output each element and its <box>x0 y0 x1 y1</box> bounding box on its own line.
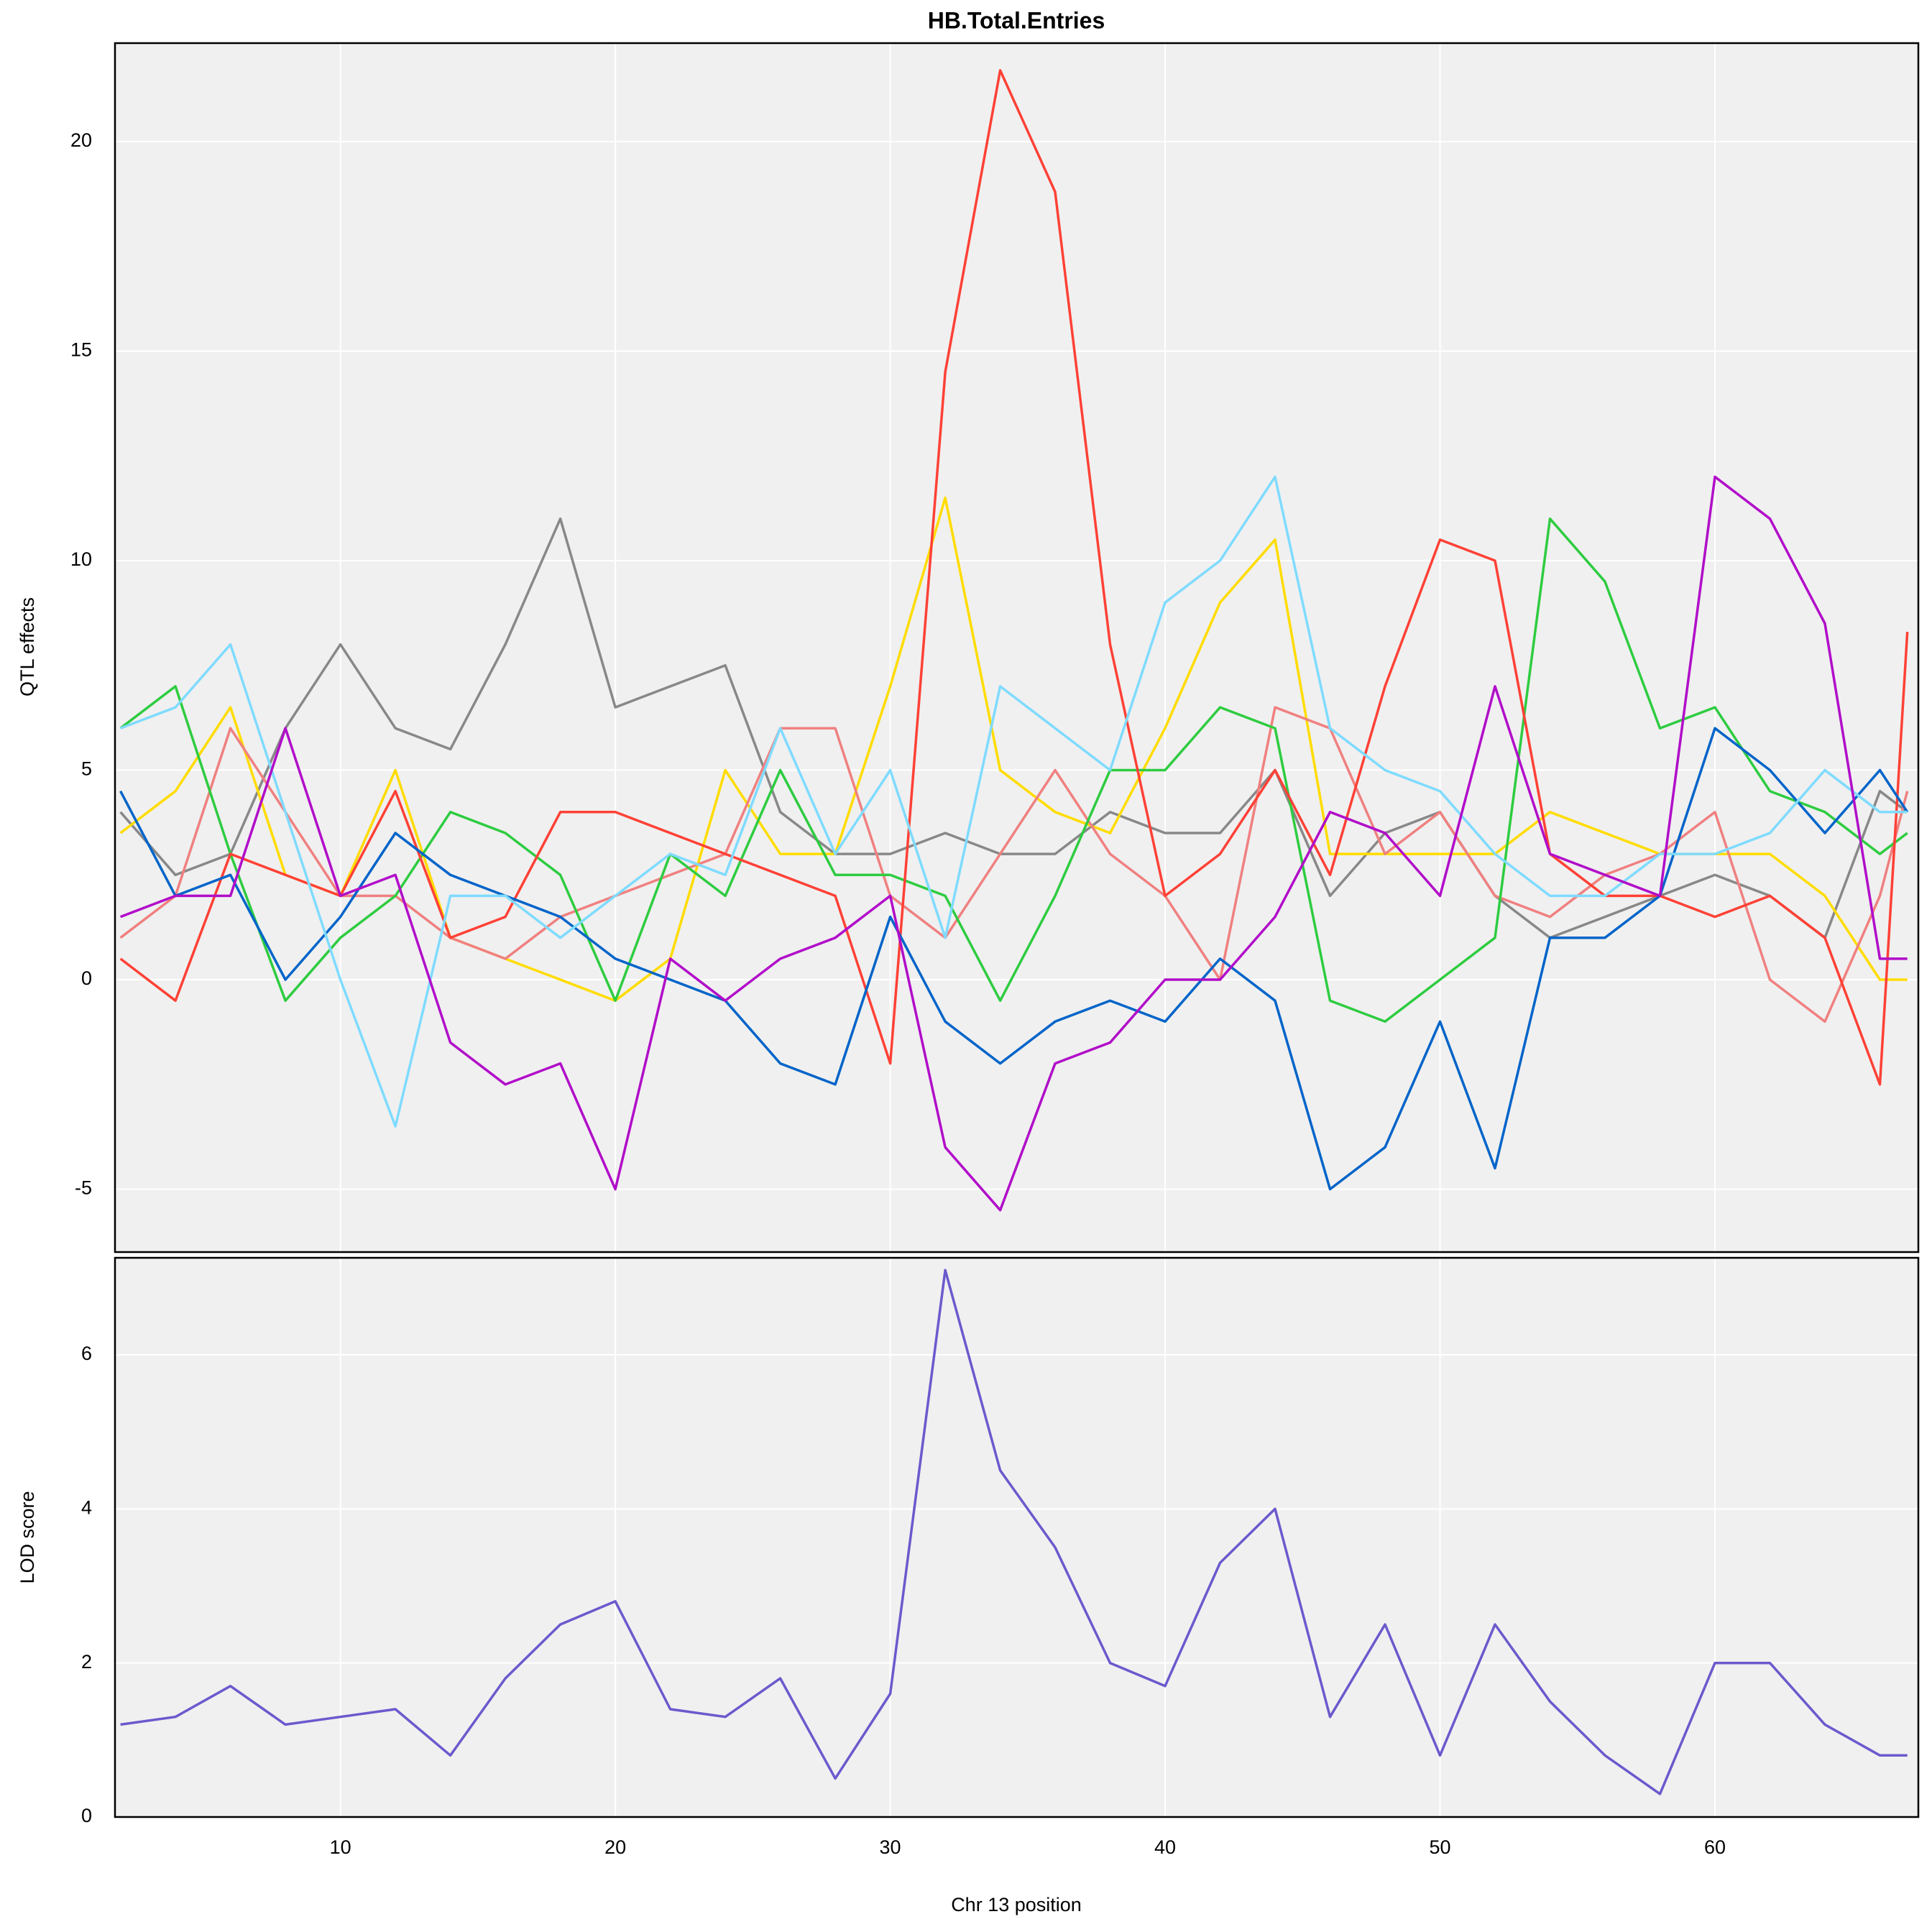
data-line <box>119 69 1909 1086</box>
x-tick-label: 10 <box>330 1836 351 1858</box>
x-tick-label: 50 <box>1429 1836 1450 1858</box>
y-axis-label: LOD score <box>17 1491 38 1583</box>
y-tick-label: 5 <box>81 758 92 780</box>
plot-border <box>114 1256 1920 1818</box>
chart-title: HB.Total.Entries <box>928 7 1105 33</box>
plot-background <box>115 43 1918 1252</box>
data-line <box>119 517 1908 939</box>
data-line <box>120 1269 1908 1795</box>
x-axis-label: Chr 13 position <box>951 1894 1082 1915</box>
y-axis-label: QTL effects <box>17 597 38 696</box>
x-tick-label: 60 <box>1704 1836 1726 1858</box>
y-tick-label: -5 <box>75 1177 92 1199</box>
y-tick-label: 20 <box>70 129 92 151</box>
data-line <box>119 475 1908 1128</box>
x-tick-label: 40 <box>1154 1836 1176 1858</box>
y-tick-label: 2 <box>81 1651 92 1673</box>
plot-border <box>114 42 1920 1254</box>
data-line <box>119 727 1909 1191</box>
y-tick-label: 4 <box>81 1496 92 1518</box>
y-tick-label: 15 <box>70 339 92 361</box>
y-tick-label: 0 <box>81 967 92 989</box>
plot-background <box>115 1258 1918 1817</box>
data-line <box>119 475 1908 1212</box>
x-tick-label: 20 <box>604 1836 626 1858</box>
x-tick-label: 30 <box>880 1836 901 1858</box>
y-tick-label: 6 <box>81 1343 92 1364</box>
y-tick-label: 10 <box>70 548 92 570</box>
y-tick-label: 0 <box>81 1805 92 1826</box>
data-line <box>119 706 1909 1024</box>
